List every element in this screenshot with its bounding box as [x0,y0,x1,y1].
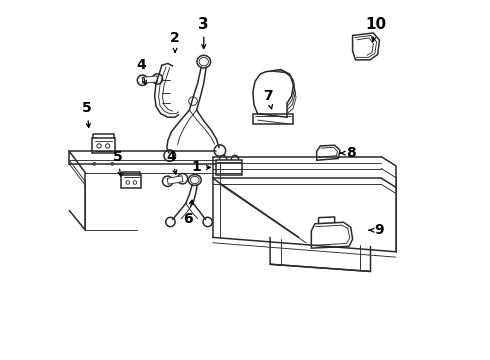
Text: 1: 1 [192,161,210,175]
Text: 5: 5 [82,101,92,127]
Text: 6: 6 [183,200,193,226]
Text: 4: 4 [136,58,147,85]
Text: 9: 9 [369,223,384,237]
Circle shape [93,162,96,165]
Text: 4: 4 [167,150,177,174]
Text: 10: 10 [366,17,387,41]
Polygon shape [142,76,158,83]
Text: 8: 8 [341,146,356,160]
Text: 3: 3 [198,17,209,49]
Polygon shape [167,176,183,184]
Text: 5: 5 [113,150,122,176]
Text: 7: 7 [264,89,273,109]
Circle shape [111,162,114,165]
Text: 2: 2 [170,31,180,52]
